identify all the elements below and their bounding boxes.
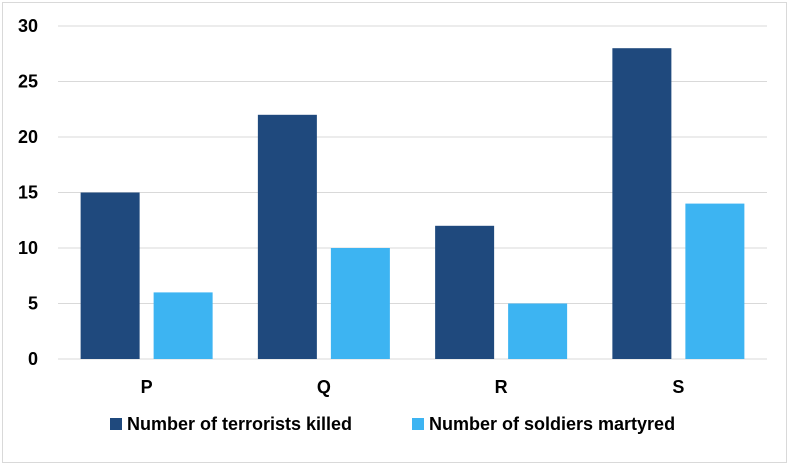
legend-swatch-1 bbox=[110, 418, 122, 430]
x-tick-label: R bbox=[495, 377, 508, 397]
bar-R-series-1 bbox=[435, 225, 495, 359]
x-axis-ticks: P Q R S bbox=[141, 377, 685, 397]
y-tick-label: 30 bbox=[18, 16, 38, 36]
y-tick-label: 15 bbox=[18, 183, 38, 203]
x-tick-label: Q bbox=[317, 377, 331, 397]
y-tick-label: 25 bbox=[18, 72, 38, 92]
y-tick-label: 20 bbox=[18, 127, 38, 147]
bars bbox=[80, 48, 745, 359]
legend-swatch-2 bbox=[412, 418, 424, 430]
x-tick-label: S bbox=[672, 377, 684, 397]
x-tick-label: P bbox=[141, 377, 153, 397]
y-tick-label: 0 bbox=[28, 349, 38, 369]
bar-Q-series-1 bbox=[257, 114, 317, 359]
bar-P-series-1 bbox=[80, 192, 140, 359]
y-tick-label: 10 bbox=[18, 238, 38, 258]
legend: Number of terrorists killed Number of sol… bbox=[110, 414, 675, 434]
bar-P-series-2 bbox=[153, 292, 213, 359]
legend-label-1: Number of terrorists killed bbox=[127, 414, 352, 434]
bar-R-series-2 bbox=[508, 303, 568, 359]
bar-S-series-2 bbox=[685, 203, 745, 359]
bar-S-series-1 bbox=[612, 48, 672, 359]
y-axis-ticks: 0 5 10 15 20 25 30 bbox=[18, 16, 38, 369]
bar-Q-series-2 bbox=[330, 248, 390, 359]
legend-label-2: Number of soldiers martyred bbox=[429, 414, 675, 434]
y-tick-label: 5 bbox=[28, 294, 38, 314]
